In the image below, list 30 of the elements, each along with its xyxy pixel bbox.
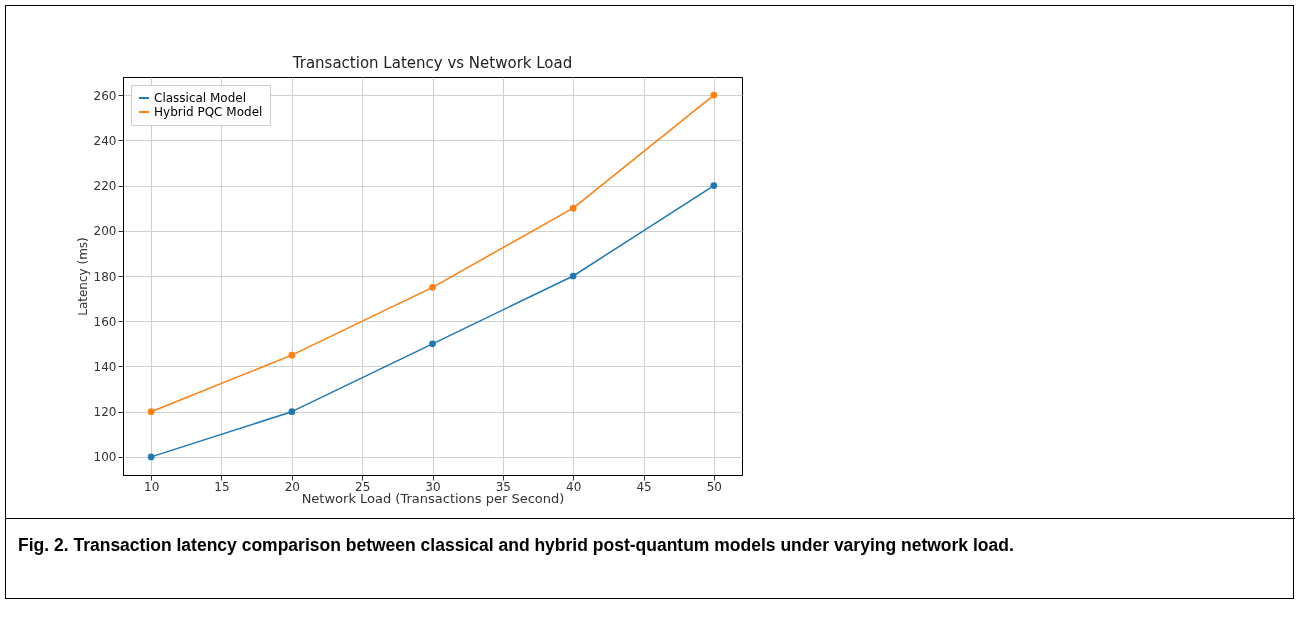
x-tick-label: 50 [706, 479, 722, 494]
legend-label: Hybrid PQC Model [154, 105, 263, 119]
chart-title: Transaction Latency vs Network Load [291, 54, 573, 72]
point [288, 408, 296, 416]
point [569, 204, 577, 212]
y-tick-label: 180 [93, 269, 117, 284]
caption: Fig. 2. Transaction latency comparison between classical and hybrid post-quantum models under varying network load. [6, 518, 1295, 571]
point [147, 453, 155, 461]
point [288, 351, 296, 359]
x-tick-label: 45 [636, 479, 652, 494]
point [429, 340, 436, 348]
y-axis-title: Latency (ms) [75, 237, 90, 316]
y-tick-label: 260 [93, 88, 117, 103]
point [429, 283, 436, 291]
y-tick-label: 240 [93, 133, 117, 148]
x-tick-label: 10 [144, 479, 160, 494]
legend-label: Classical Model [154, 91, 247, 105]
point [710, 91, 718, 99]
point [147, 408, 155, 416]
y-tick-label: 160 [93, 314, 117, 329]
x-tick-label: 40 [566, 479, 582, 494]
point [569, 272, 577, 280]
point [710, 182, 718, 189]
y-tick-label: 100 [93, 450, 117, 465]
y-tick-label: 200 [93, 224, 117, 239]
x-tick-label: 15 [214, 479, 230, 494]
y-tick-label: 120 [93, 405, 117, 420]
y-tick-label: 140 [93, 359, 117, 374]
x-tick-label: 20 [284, 479, 300, 494]
y-tick-label: 220 [93, 179, 117, 194]
